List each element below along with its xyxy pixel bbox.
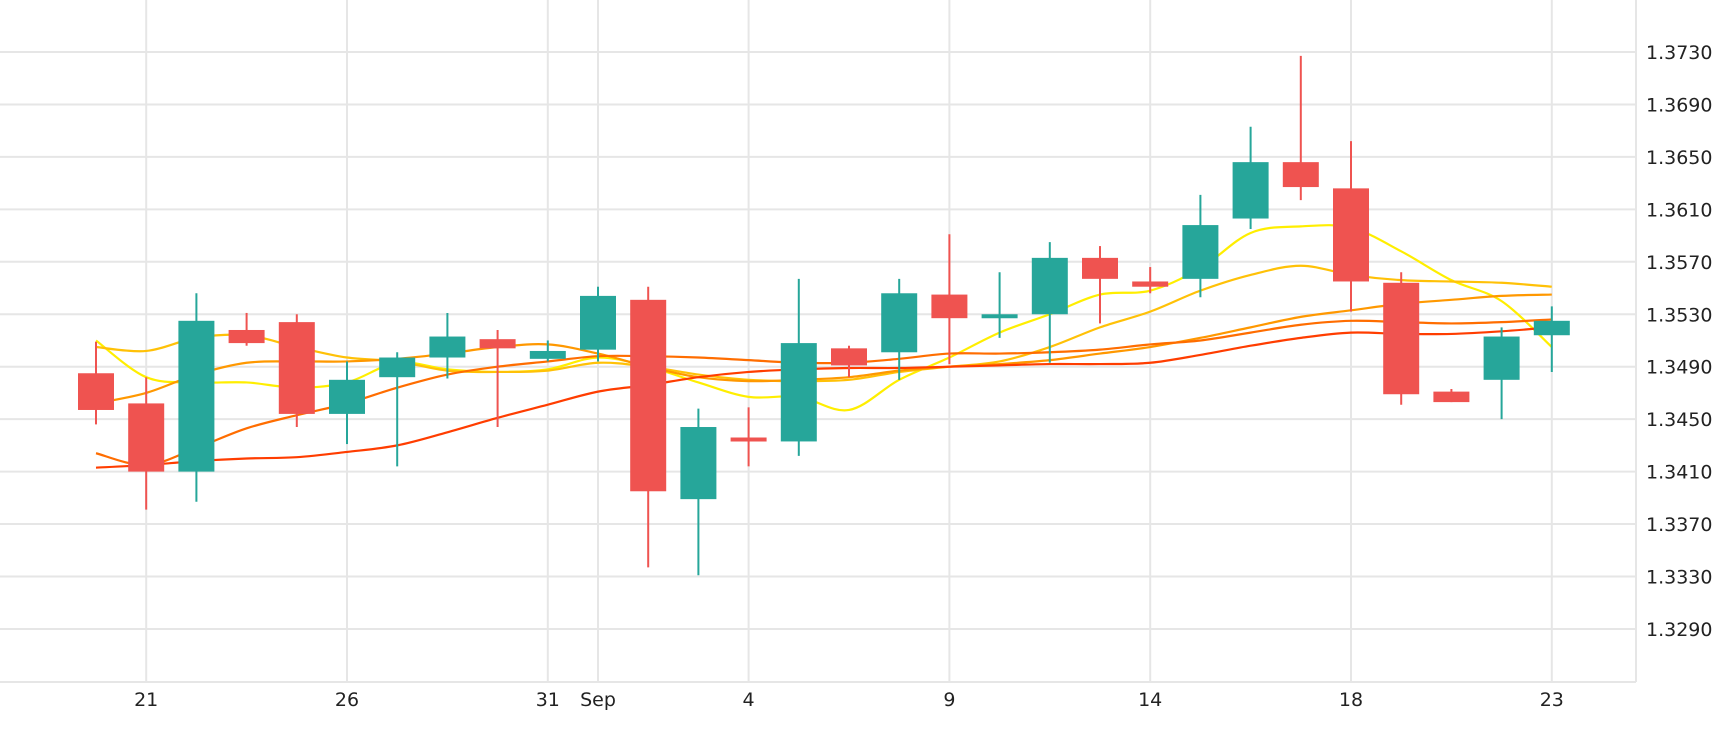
candle-body-down	[479, 339, 516, 349]
x-tick-label: Sep	[580, 689, 616, 711]
x-tick-label: 9	[943, 689, 955, 711]
x-tick-label: 21	[134, 689, 158, 711]
ma-orange-line	[95, 293, 1552, 405]
candle-body-down	[630, 299, 667, 492]
candle-body-down	[1433, 391, 1470, 403]
y-tick-label: 1.3570	[1646, 252, 1712, 274]
x-tick-label: 26	[335, 689, 359, 711]
x-tick-label: 23	[1540, 689, 1564, 711]
candle-body-up	[680, 427, 717, 500]
candle-body-up	[1182, 225, 1219, 279]
y-tick-label: 1.3290	[1646, 619, 1712, 641]
candle-body-down	[78, 373, 114, 410]
y-tick-label: 1.3730	[1646, 42, 1712, 64]
candle-body-up	[1533, 320, 1570, 336]
candle-body-up	[1232, 162, 1269, 219]
x-tick-label: 18	[1339, 689, 1363, 711]
candle-body-up	[1483, 336, 1520, 380]
y-tick-label: 1.3610	[1646, 199, 1712, 221]
candle-body-down	[278, 322, 315, 414]
candle-body-down	[1333, 188, 1369, 282]
x-tick-label: 31	[536, 689, 560, 711]
candle-body-up	[379, 357, 416, 378]
x-tick-label: 4	[743, 689, 755, 711]
x-axis: 21 26 31 Sep 4 9 14 18 23	[134, 689, 1564, 711]
x-tick-label: 14	[1138, 689, 1162, 711]
y-tick-label: 1.3410	[1646, 462, 1712, 484]
candle-body-up	[881, 293, 918, 353]
candle-body-up	[429, 336, 466, 358]
y-tick-label: 1.3530	[1646, 304, 1712, 326]
candle-body-down	[931, 294, 968, 319]
candle-body-up	[529, 350, 566, 359]
candle-body-down	[831, 348, 867, 366]
y-tick-label: 1.3450	[1646, 409, 1712, 431]
y-tick-label: 1.3370	[1646, 514, 1712, 536]
candle-body-up	[580, 295, 616, 350]
candle-body-down	[1383, 282, 1420, 395]
candle-body-up	[329, 379, 365, 414]
ma-red-line	[95, 326, 1552, 469]
y-tick-label: 1.3490	[1646, 357, 1712, 379]
y-tick-label: 1.3650	[1646, 147, 1712, 169]
candle-body-up	[178, 320, 215, 472]
candle-body-down	[1132, 281, 1169, 287]
candle-body-up	[780, 343, 817, 442]
candles	[78, 55, 1570, 576]
candle-body-down	[228, 329, 265, 344]
candle-body-down	[1082, 257, 1118, 279]
candle-body-down	[128, 403, 165, 472]
y-axis: 1.3730 1.3690 1.3650 1.3610 1.3570 1.3530 1.34…	[1646, 42, 1712, 641]
y-tick-label: 1.3330	[1646, 567, 1712, 589]
ma-gold-line	[95, 264, 1552, 383]
candle-body-down	[1282, 162, 1319, 188]
candle-body-up	[981, 314, 1018, 319]
candle-body-up	[1031, 257, 1068, 315]
candle-body-down	[730, 437, 767, 442]
y-tick-label: 1.3690	[1646, 94, 1712, 116]
